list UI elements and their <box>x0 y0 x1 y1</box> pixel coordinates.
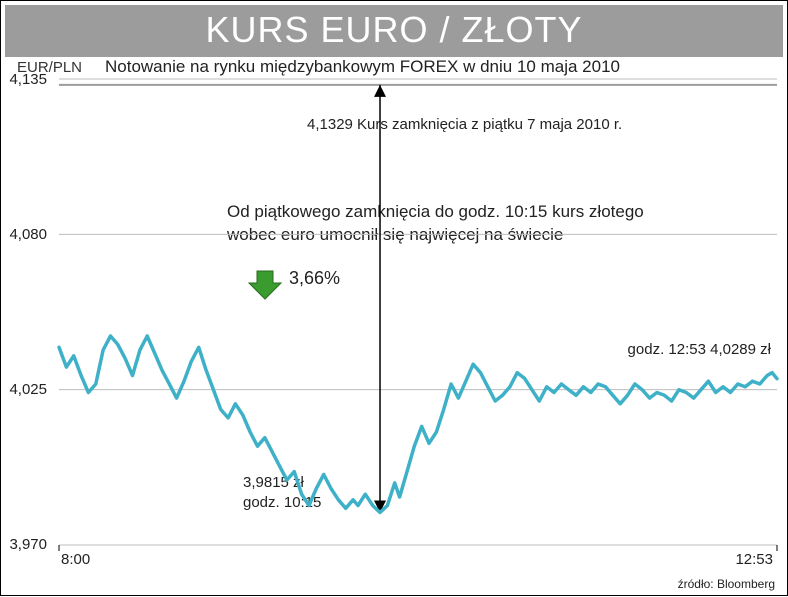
chart-svg <box>1 1 788 597</box>
chart-frame: KURS EURO / ZŁOTY EUR/PLN Notowanie na r… <box>0 0 788 596</box>
